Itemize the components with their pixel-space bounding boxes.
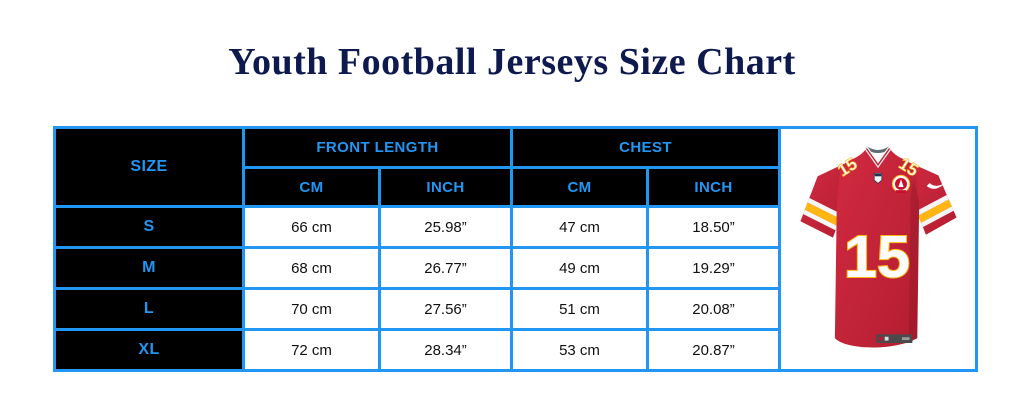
table-row-s: S 66 cm 25.98” 47 cm 18.50”: [53, 205, 977, 249]
chest-cm-value: 51 cm: [510, 287, 650, 331]
front-length-cm-value: 68 cm: [242, 246, 381, 290]
right-sleeve-stripes: [910, 192, 957, 230]
front-length-inch-value: 27.56”: [377, 287, 514, 331]
front-length-cm-value: 70 cm: [242, 287, 381, 331]
front-length-inch-header: INCH: [377, 166, 514, 208]
size-cell: XL: [53, 328, 245, 372]
front-length-cm-value: 66 cm: [242, 205, 381, 249]
chest-header: CHEST: [510, 126, 782, 169]
chest-inch-value: 19.29”: [646, 246, 782, 290]
chest-inch-value: 20.08”: [646, 287, 782, 331]
front-length-inch-value: 26.77”: [377, 246, 514, 290]
size-cell: M: [53, 246, 245, 290]
table-row-l: L 70 cm 27.56” 51 cm 20.08”: [53, 287, 977, 331]
chest-inch-value: 18.50”: [646, 205, 782, 249]
front-length-inch-value: 28.34”: [377, 328, 514, 372]
size-column-header: SIZE: [53, 126, 245, 208]
page-title: Youth Football Jerseys Size Chart: [228, 41, 796, 83]
chest-cm-header: CM: [510, 166, 650, 208]
chest-inch-header: INCH: [646, 166, 782, 208]
size-cell: L: [53, 287, 245, 331]
jersey-number: 15: [844, 222, 910, 289]
chest-cm-value: 49 cm: [510, 246, 650, 290]
jersey-image: 15 15 15: [800, 146, 957, 348]
front-length-inch-value: 25.98”: [377, 205, 514, 249]
chest-cm-value: 53 cm: [510, 328, 650, 372]
team-logo-patch: [891, 174, 911, 193]
size-cell: S: [53, 205, 245, 249]
jersey-product-image-cell: 15 15 15: [778, 126, 979, 372]
front-length-cm-value: 72 cm: [242, 328, 381, 372]
nfl-shield-icon: [873, 172, 883, 184]
nike-swoosh-icon: [926, 181, 947, 189]
jock-tag: [876, 333, 913, 343]
table-row-m: M 68 cm 26.77” 49 cm 19.29”: [53, 246, 977, 290]
table-row-xl: XL 72 cm 28.34” 53 cm 20.87”: [53, 328, 977, 372]
chest-inch-value: 20.87”: [646, 328, 782, 372]
size-chart-table: SIZE FRONT LENGTH CHEST: [53, 126, 979, 372]
front-length-header: FRONT LENGTH: [241, 126, 514, 169]
left-sleeve-stripes: [800, 195, 848, 232]
chest-cm-value: 47 cm: [510, 205, 650, 249]
front-length-cm-header: CM: [242, 166, 381, 208]
